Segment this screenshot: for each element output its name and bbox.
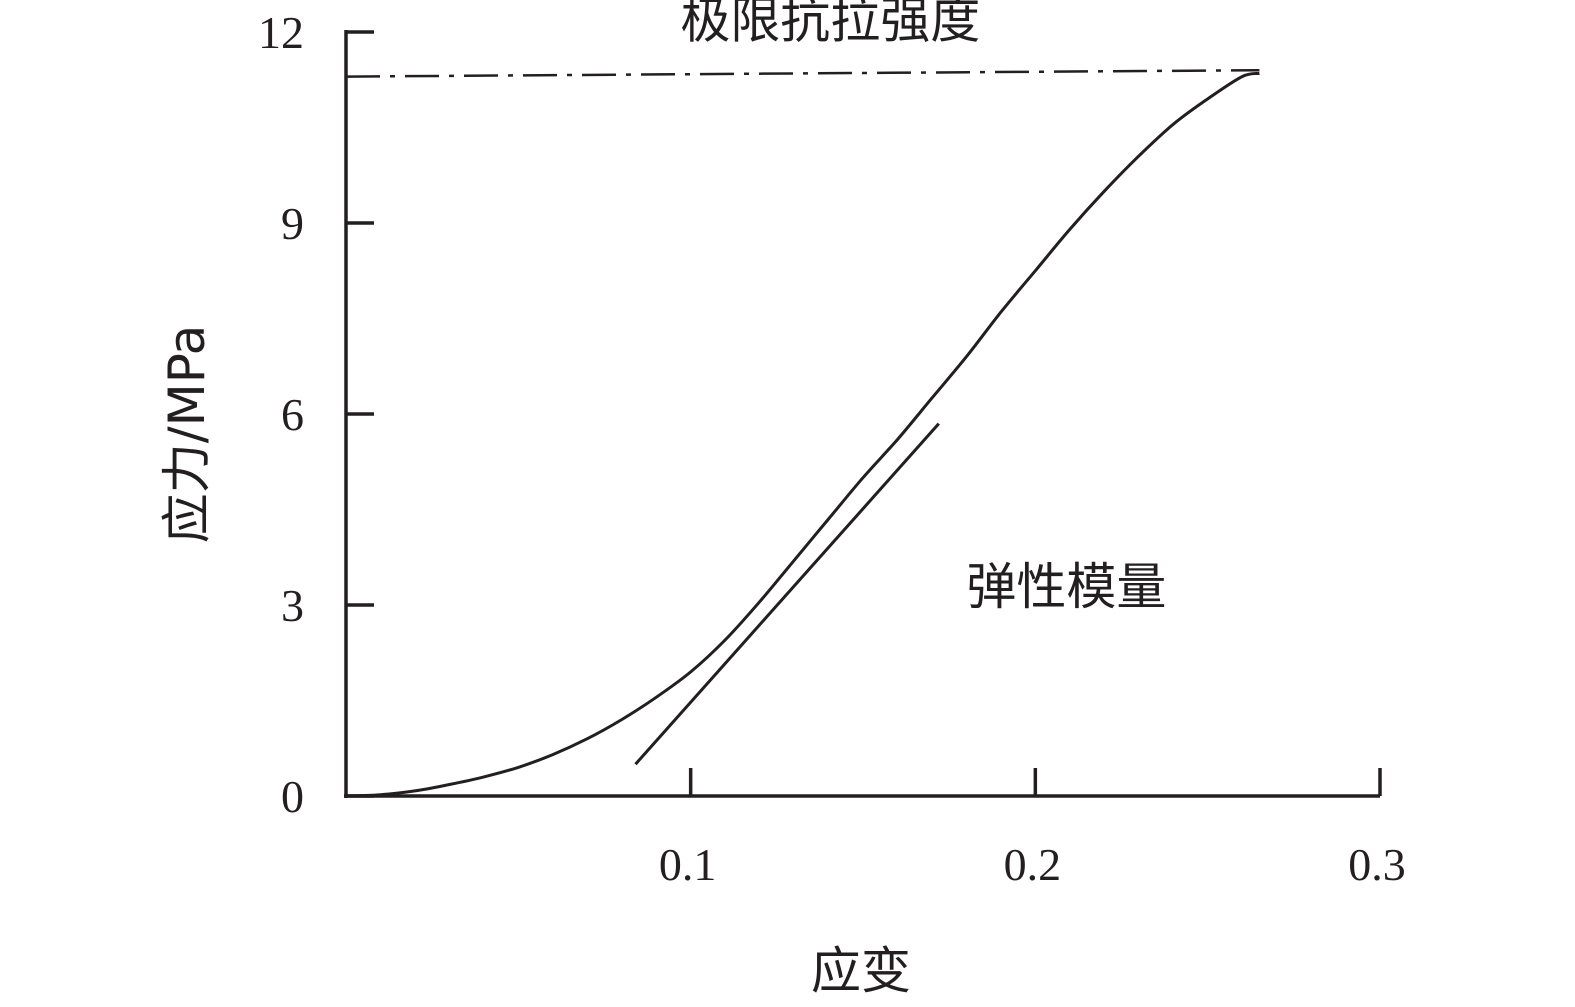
x-tick-label: 0.1 xyxy=(659,839,717,890)
x-axis-title: 应变 xyxy=(811,942,911,1000)
y-tick-label: 12 xyxy=(258,7,304,58)
strength-limit-line xyxy=(345,68,1260,78)
y-tick-label: 6 xyxy=(281,389,304,440)
series-layer xyxy=(345,68,1260,798)
x-axis-ticks: 0.1 0.2 0.3 xyxy=(659,768,1406,890)
y-tick-label: 9 xyxy=(281,198,304,249)
x-tick-label: 0.3 xyxy=(1348,839,1406,890)
y-tick-label: 3 xyxy=(281,580,304,631)
y-axis-title: 应力/MPa xyxy=(158,325,216,544)
annotation-label-0: 极限抗拉强度 xyxy=(680,0,980,49)
y-tick-label: 0 xyxy=(281,771,304,822)
annotation-label-1: 弹性模量 xyxy=(966,558,1166,616)
modulus-tangent-line xyxy=(634,422,940,766)
y-axis-ticks: 0 3 6 9 12 xyxy=(258,7,374,822)
x-tick-label: 0.2 xyxy=(1004,839,1062,890)
stress-strain-curve xyxy=(345,71,1260,798)
